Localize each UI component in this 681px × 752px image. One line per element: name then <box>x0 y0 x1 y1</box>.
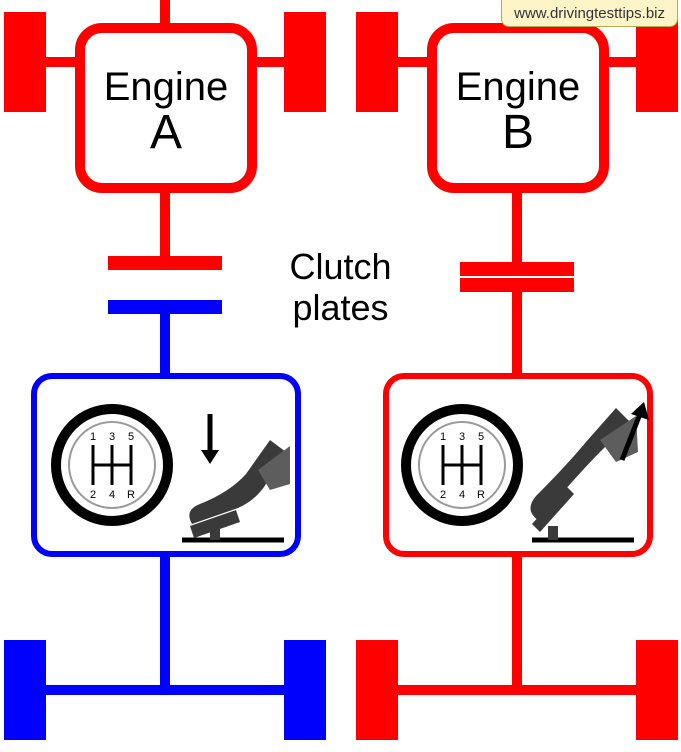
svg-text:2: 2 <box>90 489 96 501</box>
wheel <box>284 640 326 740</box>
svg-text:3: 3 <box>459 431 465 443</box>
svg-text:5: 5 <box>128 431 134 443</box>
svg-text:1: 1 <box>90 431 96 443</box>
svg-text:4: 4 <box>459 489 465 501</box>
wheel <box>356 12 398 112</box>
wheel <box>356 640 398 740</box>
wheel <box>4 12 46 112</box>
clutch-plate-lower <box>108 300 222 314</box>
clutch-label-line1: Clutch <box>289 246 391 287</box>
clutch-plate-upper <box>460 262 574 276</box>
svg-text:R: R <box>477 489 485 501</box>
svg-text:4: 4 <box>109 489 115 501</box>
watermark-label: www.drivingtesttips.biz <box>501 0 678 27</box>
clutch-plates-label: Clutch plates <box>289 246 391 329</box>
clutch-plate-upper <box>108 256 222 270</box>
clutch-diagram: EngineAEngineB13524R13524R <box>0 0 681 752</box>
gear-knob-icon: 1 3 5 2 4R <box>406 409 518 521</box>
wheel <box>284 12 326 112</box>
svg-text:1: 1 <box>440 431 446 443</box>
svg-text:5: 5 <box>478 431 484 443</box>
wheel <box>636 640 678 740</box>
gear-knob-icon: 1 3 5 2 4R <box>56 409 168 521</box>
engine-label: Engine <box>104 65 229 109</box>
svg-text:3: 3 <box>109 431 115 443</box>
engine-id: A <box>150 106 182 159</box>
engine-id: B <box>502 106 534 159</box>
wheel <box>4 640 46 740</box>
wheel <box>636 12 678 112</box>
clutch-label-line2: plates <box>292 287 388 328</box>
svg-text:R: R <box>127 489 135 501</box>
svg-text:2: 2 <box>440 489 446 501</box>
engine-label: Engine <box>456 65 581 109</box>
clutch-plate-lower <box>460 278 574 292</box>
